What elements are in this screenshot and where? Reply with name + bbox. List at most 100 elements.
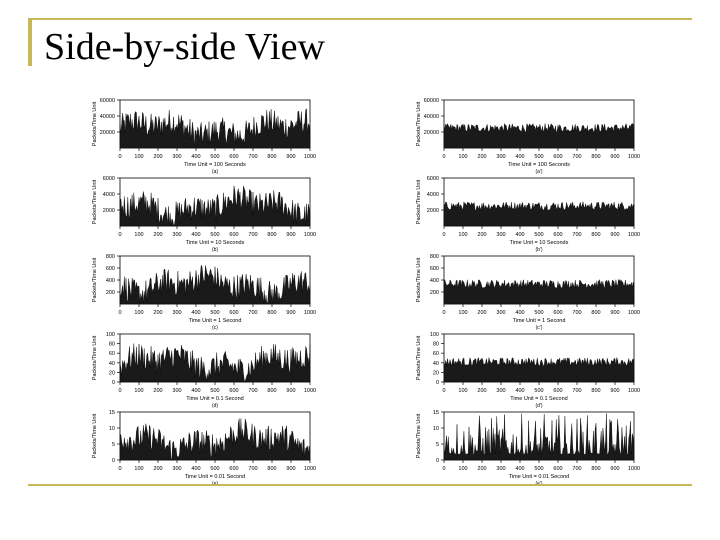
panel-a: 20000 40000 60000 0 100 200 300 400 500 600 700 800… bbox=[92, 98, 316, 175]
x-tick-label: 600 bbox=[553, 232, 562, 238]
x-axis-label: Time Unit = 100 Seconds bbox=[508, 162, 570, 168]
x-tick-label: 500 bbox=[534, 232, 543, 238]
traffic-trace bbox=[119, 418, 311, 461]
traffic-trace bbox=[443, 279, 635, 305]
x-tick-label: 500 bbox=[210, 466, 219, 472]
x-tick-label: 1000 bbox=[304, 232, 316, 238]
panel-caption: (c) bbox=[212, 325, 218, 331]
y-axis-label: Packets/Time Unit bbox=[416, 179, 422, 224]
y-tick-label: 2000 bbox=[103, 208, 115, 214]
x-tick-label: 100 bbox=[458, 310, 467, 316]
x-tick-label: 0 bbox=[118, 154, 121, 160]
x-tick-label: 800 bbox=[591, 388, 600, 394]
x-tick-label: 200 bbox=[153, 466, 162, 472]
x-tick-label: 1000 bbox=[628, 154, 640, 160]
y-tick-label: 60000 bbox=[424, 98, 439, 104]
panel-caption: (d') bbox=[535, 403, 542, 409]
x-tick-label: 900 bbox=[610, 310, 619, 316]
y-tick-label: 100 bbox=[430, 332, 439, 338]
y-axis-label: Packets/Time Unit bbox=[92, 413, 98, 458]
x-tick-label: 200 bbox=[477, 232, 486, 238]
x-tick-label: 0 bbox=[118, 466, 121, 472]
x-tick-label: 0 bbox=[118, 388, 121, 394]
y-axis-label: Packets/Time Unit bbox=[416, 101, 422, 146]
x-tick-label: 1000 bbox=[304, 310, 316, 316]
y-tick-label: 80 bbox=[109, 342, 115, 348]
x-tick-label: 600 bbox=[553, 310, 562, 316]
x-tick-label: 300 bbox=[496, 388, 505, 394]
x-tick-label: 400 bbox=[515, 466, 524, 472]
x-tick-label: 500 bbox=[534, 154, 543, 160]
x-tick-label: 600 bbox=[553, 388, 562, 394]
y-tick-label: 10 bbox=[433, 426, 439, 432]
y-tick-label: 15 bbox=[433, 410, 439, 416]
y-axis-label: Packets/Time Unit bbox=[92, 335, 98, 380]
y-tick-label: 5 bbox=[436, 442, 439, 448]
panel-a-prime: 20000 40000 60000 0 100 200 300 400 500 600 700 800… bbox=[416, 98, 640, 175]
x-tick-label: 300 bbox=[496, 232, 505, 238]
panel-b: 2000 4000 6000 0 100 200 300 400 500 600 700 800 900… bbox=[92, 176, 316, 253]
y-tick-label: 10 bbox=[109, 426, 115, 432]
x-tick-label: 1000 bbox=[304, 154, 316, 160]
x-tick-label: 900 bbox=[610, 466, 619, 472]
x-tick-label: 400 bbox=[191, 466, 200, 472]
slide-title: Side-by-side View bbox=[44, 26, 325, 68]
y-tick-label: 60 bbox=[433, 351, 439, 357]
x-tick-label: 100 bbox=[134, 310, 143, 316]
y-axis-label: Packets/Time Unit bbox=[92, 179, 98, 224]
panel-e: 0 5 10 15 0 100 200 300 400 500 600 700 800 900 1000 Ti… bbox=[92, 410, 316, 485]
top-accent-rule bbox=[28, 18, 692, 20]
panel-e-prime: 0 5 10 15 0 100 200 300 400 500 600 700 800 900 1000 Ti… bbox=[416, 410, 640, 485]
y-tick-label: 5 bbox=[112, 442, 115, 448]
x-tick-label: 100 bbox=[134, 466, 143, 472]
panel-caption: (e) bbox=[212, 481, 218, 485]
y-tick-label: 20000 bbox=[424, 130, 439, 136]
x-tick-label: 900 bbox=[286, 466, 295, 472]
x-tick-label: 100 bbox=[458, 154, 467, 160]
y-tick-label: 2000 bbox=[427, 208, 439, 214]
x-tick-label: 400 bbox=[191, 232, 200, 238]
title-accent-bar bbox=[28, 18, 32, 66]
x-tick-label: 0 bbox=[442, 388, 445, 394]
x-tick-label: 0 bbox=[118, 232, 121, 238]
x-tick-label: 1000 bbox=[628, 466, 640, 472]
y-tick-label: 800 bbox=[430, 254, 439, 260]
y-tick-label: 60000 bbox=[100, 98, 115, 104]
y-tick-label: 40000 bbox=[424, 114, 439, 120]
x-tick-label: 500 bbox=[210, 388, 219, 394]
x-tick-label: 900 bbox=[286, 154, 295, 160]
x-axis-label: Time Unit = 1 Second bbox=[513, 318, 566, 324]
x-tick-label: 700 bbox=[248, 232, 257, 238]
x-tick-label: 100 bbox=[134, 388, 143, 394]
x-axis-label: Time Unit = 1 Second bbox=[189, 318, 242, 324]
panel-caption: (a') bbox=[535, 169, 542, 175]
x-tick-label: 300 bbox=[496, 466, 505, 472]
x-tick-label: 700 bbox=[572, 388, 581, 394]
y-tick-label: 600 bbox=[106, 266, 115, 272]
x-tick-label: 100 bbox=[458, 466, 467, 472]
x-tick-label: 400 bbox=[191, 310, 200, 316]
x-tick-label: 600 bbox=[229, 388, 238, 394]
y-tick-label: 600 bbox=[430, 266, 439, 272]
x-tick-label: 700 bbox=[572, 466, 581, 472]
y-tick-label: 20000 bbox=[100, 130, 115, 136]
x-tick-label: 900 bbox=[286, 232, 295, 238]
x-tick-label: 200 bbox=[477, 466, 486, 472]
x-axis-label: Time Unit = 10 Seconds bbox=[186, 240, 245, 246]
x-tick-label: 900 bbox=[610, 232, 619, 238]
y-tick-label: 4000 bbox=[103, 192, 115, 198]
x-tick-label: 200 bbox=[153, 310, 162, 316]
x-tick-label: 500 bbox=[210, 310, 219, 316]
bottom-accent-rule bbox=[28, 484, 692, 486]
y-axis-label: Packets/Time Unit bbox=[92, 101, 98, 146]
y-tick-label: 40 bbox=[109, 361, 115, 367]
x-tick-label: 500 bbox=[210, 232, 219, 238]
x-tick-label: 300 bbox=[172, 232, 181, 238]
panel-caption: (a) bbox=[212, 169, 218, 175]
x-tick-label: 300 bbox=[172, 466, 181, 472]
x-tick-label: 400 bbox=[191, 154, 200, 160]
x-tick-label: 100 bbox=[458, 388, 467, 394]
x-tick-label: 700 bbox=[248, 388, 257, 394]
traffic-trace bbox=[443, 201, 635, 227]
